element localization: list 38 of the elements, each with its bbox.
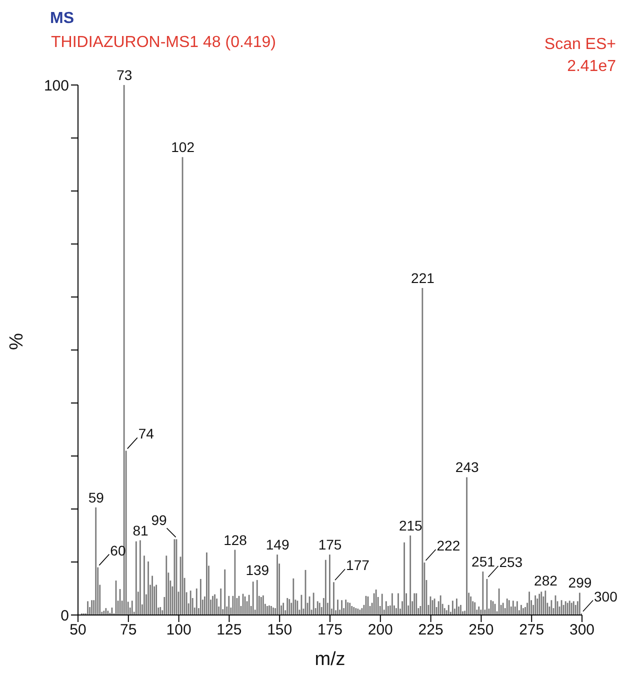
chart-subtitle: THIDIAZURON-MS1 48 (0.419): [51, 34, 276, 52]
annotation: 102: [171, 139, 195, 156]
annotation: 149: [266, 536, 290, 553]
annotation: 251: [472, 554, 496, 570]
annotation: 59: [88, 489, 104, 506]
annotation: 282: [534, 572, 558, 589]
annotation: 299: [568, 574, 592, 591]
x-tick-label: 75: [120, 622, 137, 639]
annotation: 81: [132, 522, 148, 538]
annotation: 243: [455, 459, 479, 476]
text: 2.41e7: [566, 57, 616, 77]
annotation: 175: [318, 536, 342, 553]
x-tick-label: 300: [569, 622, 595, 639]
x-tick-label: 275: [519, 622, 544, 639]
x-tick-label: 225: [418, 622, 444, 639]
annotation: 253: [499, 554, 523, 570]
annotation: 215: [398, 518, 423, 534]
x-tick-label: 250: [468, 622, 494, 639]
annotation: 139: [246, 562, 270, 578]
annotation: 128: [224, 532, 248, 548]
annotation: 300: [594, 588, 618, 604]
x-tick-label: 200: [368, 622, 393, 639]
x-tick-label: 100: [166, 622, 192, 639]
chart-title: MS: [50, 10, 74, 28]
x-tick-label: 50: [70, 622, 86, 639]
x-tick-label: 125: [216, 622, 242, 639]
annotation: 177: [346, 557, 370, 574]
x-axis-title: m/z: [314, 649, 346, 670]
text: Scan ES+: [544, 35, 616, 55]
x-tick-label: 175: [317, 622, 343, 639]
x-tick-label: 150: [267, 622, 292, 639]
annotation: 99: [151, 512, 167, 528]
annotation: 221: [411, 270, 435, 286]
y-axis-title: %: [6, 333, 28, 350]
y-tick-label: 0: [60, 607, 69, 624]
annotation: 73: [116, 67, 132, 83]
annotation: 222: [436, 538, 460, 554]
annotation: 74: [138, 426, 154, 442]
